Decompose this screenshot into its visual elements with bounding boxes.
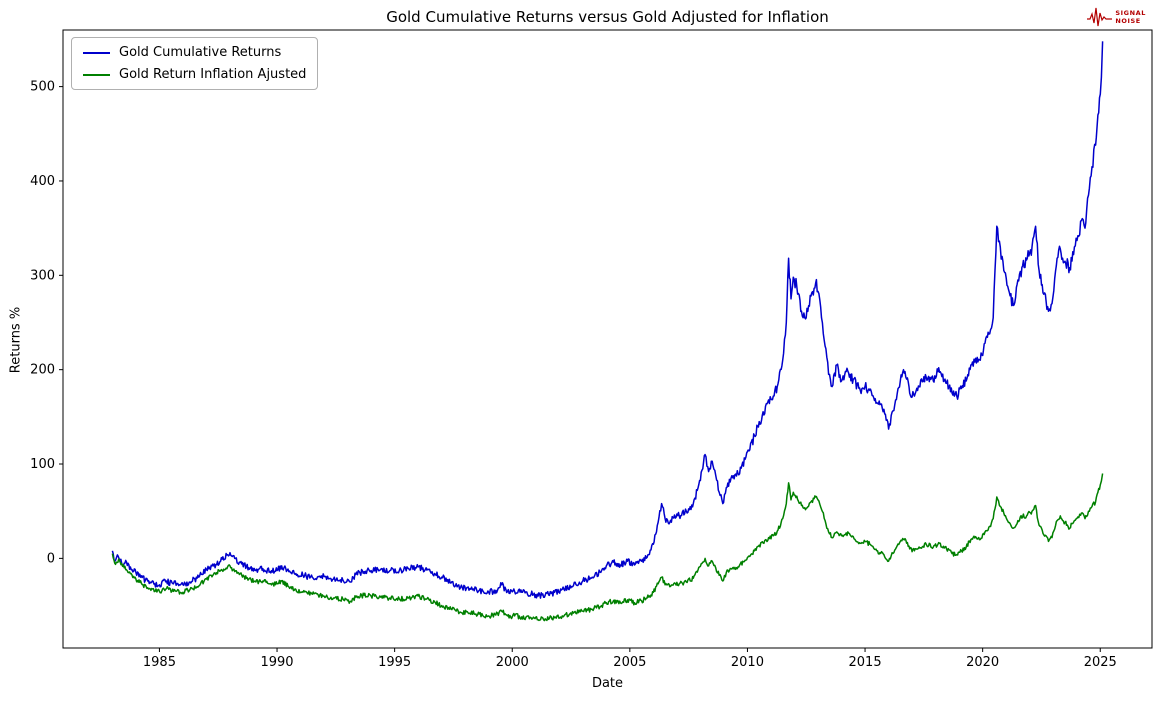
x-tick-label: 1995 [378, 655, 411, 670]
x-tick-label: 2000 [496, 655, 529, 670]
waveform-icon [1087, 7, 1113, 27]
axes-box [62, 29, 1153, 649]
y-tick-label: 200 [30, 363, 55, 378]
x-tick-label: 1990 [260, 655, 293, 670]
series-line-1 [111, 473, 1104, 622]
legend-item-cumulative-returns: Gold Cumulative Returns [83, 45, 306, 60]
legend-label: Gold Cumulative Returns [119, 45, 282, 60]
x-tick-label: 1985 [143, 655, 176, 670]
x-tick-label: 2005 [613, 655, 646, 670]
x-tick-label: 2015 [849, 655, 882, 670]
y-tick-label: 500 [30, 80, 55, 95]
legend-item-inflation-adjusted: Gold Return Inflation Ajusted [83, 67, 306, 82]
y-tick-label: 100 [30, 457, 55, 472]
y-tick-label: 0 [47, 551, 55, 566]
legend-swatch-blue-line [83, 51, 110, 54]
x-tick-label: 2020 [966, 655, 999, 670]
legend-swatch-green-line [83, 73, 110, 76]
legend-label: Gold Return Inflation Ajusted [119, 67, 307, 82]
signal-noise-logo: SIGNAL NOISE [1087, 5, 1146, 29]
logo-text: SIGNAL NOISE [1115, 9, 1146, 25]
logo-line-noise: NOISE [1115, 17, 1141, 25]
chart-title: Gold Cumulative Returns versus Gold Adju… [386, 8, 829, 26]
x-tick-label: 2025 [1084, 655, 1117, 670]
x-axis-label: Date [591, 676, 624, 691]
y-axis-label: Returns % [8, 306, 24, 374]
y-tick-label: 400 [30, 174, 55, 189]
logo-line-signal: SIGNAL [1115, 9, 1146, 17]
y-tick-label: 300 [30, 268, 55, 283]
series-line-0 [111, 41, 1104, 599]
x-tick-label: 2010 [731, 655, 764, 670]
legend: Gold Cumulative Returns Gold Return Infl… [71, 37, 319, 90]
